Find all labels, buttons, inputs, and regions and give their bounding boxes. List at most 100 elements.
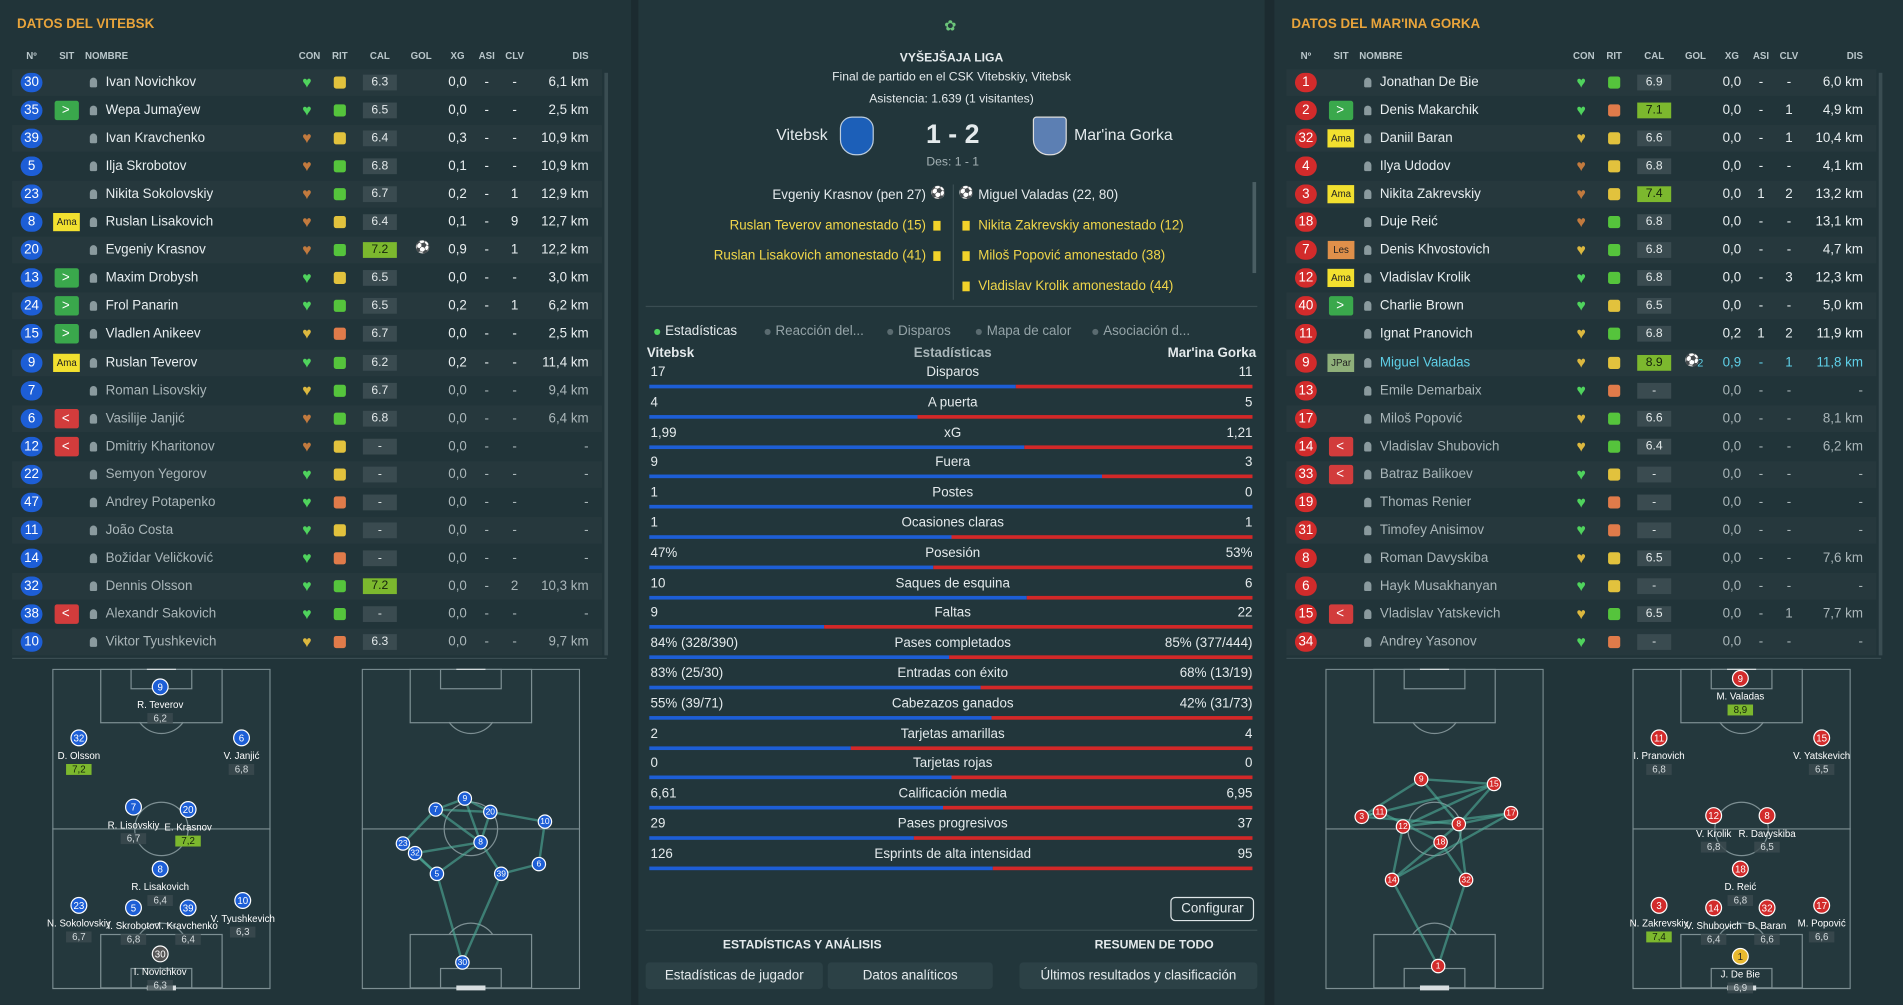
key-passes: 1: [1785, 606, 1793, 622]
network-node: 32: [1458, 872, 1474, 888]
person-icon: [89, 413, 98, 424]
pass-link: [435, 873, 464, 963]
lineup-rating: 6,5: [1808, 763, 1835, 775]
league-name: VYŠEJŠAJA LIGA: [899, 51, 1004, 65]
sub-icon: [1328, 100, 1354, 121]
distance: 12,7 km: [541, 215, 589, 230]
player-number: 40: [1294, 296, 1317, 317]
person-icon: [1364, 385, 1372, 396]
bar-home: [649, 836, 915, 840]
stat-name: Esprints de alta intensidad: [874, 846, 1032, 862]
rhythm-icon: [1608, 328, 1621, 341]
assists: -: [1758, 550, 1764, 566]
home-event: Ruslan Teverov amonestado (15): [729, 218, 927, 234]
sub-icon: [1328, 604, 1354, 624]
tab[interactable]: Asociación d...: [1103, 324, 1191, 339]
stat-name: Disparos: [926, 365, 980, 380]
assists: -: [484, 606, 489, 622]
action-button[interactable]: Últimos resultados y clasificación: [1040, 968, 1237, 984]
key-passes: -: [512, 606, 517, 622]
tab[interactable]: Mapa de calor: [986, 324, 1072, 339]
stat-home: 17: [650, 365, 666, 380]
player-number: 6: [20, 408, 43, 428]
rating: 6.6: [1637, 130, 1672, 147]
key-passes: -: [1786, 466, 1792, 482]
configure-button[interactable]: Configurar: [1170, 896, 1255, 922]
stat-name: Cabezazos ganados: [891, 696, 1014, 711]
xg: 0,0: [448, 75, 467, 90]
column-header: CAL: [1644, 50, 1665, 62]
bar-home: [649, 625, 825, 630]
stats-title: Estadísticas: [913, 345, 992, 361]
player-number: 2: [1294, 100, 1317, 121]
key-passes: -: [512, 634, 517, 650]
tab[interactable]: Disparos: [898, 324, 951, 339]
action-button[interactable]: Estadísticas de jugador: [664, 968, 804, 984]
xg: 0,0: [448, 522, 467, 538]
assists: -: [1758, 243, 1764, 258]
distance: -: [584, 522, 589, 538]
player-name: Ivan Novichkov: [105, 75, 197, 90]
key-passes: 2: [510, 578, 519, 594]
tab[interactable]: Reacción del...: [775, 324, 864, 339]
key-passes: 9: [510, 215, 519, 230]
network-node: 30: [455, 955, 470, 970]
key-passes: -: [1786, 634, 1792, 650]
network-node: 17: [1503, 805, 1519, 821]
distance: -: [1858, 494, 1863, 510]
distance: 12,3 km: [1815, 271, 1863, 286]
condition-heart: ♥: [302, 548, 312, 567]
xg: 0,0: [448, 438, 467, 454]
distance: 10,4 km: [1815, 131, 1863, 146]
status-badge: Ama: [1327, 185, 1355, 204]
key-passes: -: [1786, 382, 1792, 398]
rhythm-icon: [1608, 412, 1621, 425]
pass-link: [1390, 826, 1405, 881]
rhythm-icon: [1608, 104, 1621, 117]
key-passes: -: [512, 103, 517, 118]
bar-home: [649, 745, 851, 750]
xg: 0,0: [1722, 75, 1742, 90]
rhythm-icon: [1608, 188, 1621, 201]
sub-arrow: <: [1336, 438, 1345, 454]
rhythm-icon: [333, 104, 346, 117]
distance: -: [1858, 578, 1863, 594]
status-badge: Ama: [53, 213, 81, 232]
rhythm-icon: [1608, 468, 1621, 481]
lineup-number: 10: [234, 892, 252, 910]
column-header: XG: [1724, 50, 1739, 62]
event-scrollbar: [1252, 182, 1257, 274]
assists: -: [1758, 634, 1764, 650]
rhythm-icon: [333, 132, 346, 145]
assists: -: [1758, 410, 1764, 426]
stat-home: 29: [650, 816, 666, 832]
player-name: Božidar Veličković: [105, 550, 214, 566]
person-icon: [1364, 301, 1372, 312]
column-header: CAL: [369, 50, 390, 62]
distance: -: [584, 494, 589, 510]
key-passes: -: [1786, 159, 1792, 174]
key-passes: -: [1786, 550, 1792, 566]
status-badge: Ama: [1327, 129, 1355, 148]
sub-icon: [54, 268, 79, 289]
distance: 7,7 km: [1822, 606, 1863, 622]
distance: 3,0 km: [548, 271, 589, 286]
sub-arrow: <: [61, 438, 70, 454]
xg: 0,0: [1722, 410, 1742, 426]
tab-dot: [654, 328, 661, 335]
assists: -: [484, 75, 489, 90]
player-name: Batraz Balikoev: [1379, 466, 1473, 482]
key-passes: -: [512, 75, 517, 90]
action-button[interactable]: Datos analíticos: [862, 968, 958, 984]
status-badge: Ama: [53, 353, 81, 372]
stat-home: 0: [650, 756, 658, 772]
key-passes: -: [512, 550, 517, 566]
bar-away: [950, 775, 1253, 780]
distance: -: [1858, 522, 1863, 538]
tab[interactable]: Estadísticas: [665, 324, 738, 339]
xg: 0,0: [1722, 578, 1742, 594]
distance: 2,5 km: [548, 103, 589, 118]
player-name: Wepa Jumaýew: [105, 103, 201, 118]
person-icon: [89, 441, 98, 452]
